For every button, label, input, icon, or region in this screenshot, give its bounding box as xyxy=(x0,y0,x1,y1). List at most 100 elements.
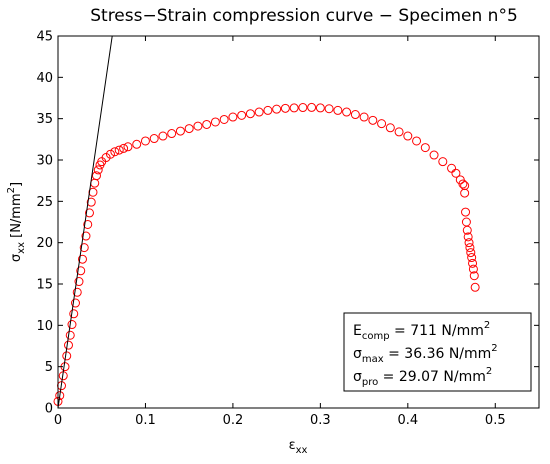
data-point xyxy=(70,298,80,308)
data-point xyxy=(158,131,168,141)
data-point xyxy=(132,139,142,149)
annotation-value: = 711 N/mm xyxy=(390,323,484,339)
y-axis-label: σxx [N/mm2] xyxy=(6,182,27,262)
data-point xyxy=(79,243,89,253)
data-point xyxy=(289,103,299,113)
y-tick-label: 20 xyxy=(36,236,53,251)
data-point xyxy=(460,181,470,191)
y-axis-label-end: ] xyxy=(9,182,24,187)
annotation-line-sigma-pro: σpro = 29.07 N/mm2 xyxy=(353,366,492,388)
y-axis-label-sup: 2 xyxy=(6,187,17,193)
data-point xyxy=(368,115,378,125)
data-point xyxy=(420,143,430,153)
data-point xyxy=(202,119,212,129)
data-point xyxy=(462,225,472,235)
data-point xyxy=(438,157,448,167)
data-point xyxy=(55,391,65,401)
data-point xyxy=(470,282,480,292)
annotation-frame xyxy=(343,312,532,392)
annotation-line-sigma-max: σmax = 36.36 N/mm2 xyxy=(353,343,498,365)
data-point xyxy=(65,330,75,340)
data-point xyxy=(77,254,87,264)
data-point xyxy=(377,119,387,129)
annotation-superscript: 2 xyxy=(486,366,492,377)
annotation-symbol: σ xyxy=(353,346,362,362)
data-point xyxy=(315,103,325,113)
data-point xyxy=(86,197,96,207)
data-point xyxy=(466,248,476,258)
data-point xyxy=(105,149,115,159)
data-point xyxy=(463,232,473,242)
data-point xyxy=(63,340,73,350)
x-axis-label-main: ε xyxy=(289,438,296,453)
data-point xyxy=(394,127,404,137)
annotation-superscript: 2 xyxy=(484,320,490,331)
data-point xyxy=(72,287,82,297)
data-point xyxy=(464,238,474,248)
data-point xyxy=(350,110,360,120)
y-tick-label: 25 xyxy=(36,195,53,210)
y-tick-label: 45 xyxy=(36,30,53,45)
data-point xyxy=(468,258,478,268)
data-point xyxy=(74,277,84,287)
elastic-fit-line xyxy=(57,35,113,409)
data-point xyxy=(83,219,93,229)
x-tick-label: 0.1 xyxy=(135,413,156,428)
data-point xyxy=(69,309,79,319)
y-axis-label-main: σ xyxy=(9,254,24,262)
data-point xyxy=(465,243,475,253)
x-tick-label: 0.2 xyxy=(223,413,244,428)
data-point xyxy=(272,104,282,114)
data-point xyxy=(469,271,479,281)
data-point xyxy=(62,351,72,361)
x-axis-label-sub: xx xyxy=(296,445,308,456)
data-point xyxy=(342,107,352,117)
annotation-subscript: max xyxy=(362,354,384,365)
data-point xyxy=(81,231,91,241)
annotation-subscript: pro xyxy=(362,377,378,388)
data-point xyxy=(91,171,101,181)
data-point xyxy=(84,208,94,218)
annotation-symbol: σ xyxy=(353,369,362,385)
data-point xyxy=(93,165,103,175)
axes-frame xyxy=(57,35,540,409)
x-tick-label: 0.4 xyxy=(397,413,418,428)
data-point xyxy=(412,136,422,146)
data-point xyxy=(461,207,471,217)
data-point xyxy=(460,188,470,198)
data-point xyxy=(76,266,86,276)
data-point xyxy=(140,136,150,146)
y-tick-label: 0 xyxy=(45,402,53,417)
y-tick-label: 35 xyxy=(36,112,53,127)
data-point xyxy=(90,178,100,188)
data-point xyxy=(451,168,461,178)
data-point xyxy=(245,109,255,119)
data-point xyxy=(193,121,203,131)
x-tick-label: 0.3 xyxy=(310,413,331,428)
data-point xyxy=(324,104,334,114)
y-tick-label: 5 xyxy=(45,360,53,375)
data-point xyxy=(447,163,457,173)
plot-area xyxy=(53,35,480,409)
data-point xyxy=(333,105,343,115)
data-point xyxy=(123,142,133,152)
y-axis-label-sub: xx xyxy=(16,242,27,254)
y-tick-label: 40 xyxy=(36,71,53,86)
data-point xyxy=(167,129,177,139)
data-point xyxy=(149,134,159,144)
data-point xyxy=(184,124,194,134)
data-point xyxy=(237,110,247,120)
annotation-value: = 29.07 N/mm xyxy=(378,369,486,385)
data-point xyxy=(110,147,120,157)
annotation-subscript: comp xyxy=(362,331,390,342)
data-point xyxy=(263,105,273,115)
x-tick-label: 0 xyxy=(54,413,62,428)
data-point xyxy=(467,253,477,263)
data-point xyxy=(67,320,77,330)
data-point xyxy=(280,103,290,113)
data-point xyxy=(429,150,439,160)
data-point xyxy=(359,112,369,122)
data-point xyxy=(114,145,124,155)
data-point xyxy=(403,131,413,141)
x-axis-label: εxx xyxy=(289,438,308,456)
